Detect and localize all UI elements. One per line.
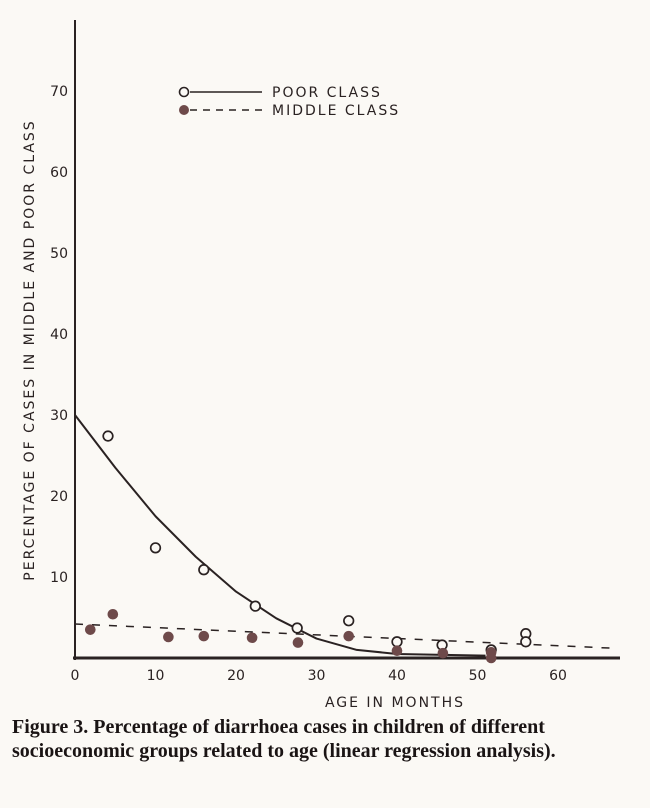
legend-middle-label: MIDDLE CLASS bbox=[272, 103, 400, 119]
x-tick-label: 20 bbox=[227, 668, 245, 684]
caption-label: Figure 3. bbox=[12, 716, 89, 738]
middle-class-point bbox=[84, 624, 96, 635]
x-axis-label: AGE IN MONTHS bbox=[325, 695, 465, 710]
y-tick-label: 70 bbox=[50, 84, 68, 100]
poor-class-point bbox=[102, 430, 114, 442]
legend-middle-marker bbox=[179, 105, 189, 115]
middle-class-point bbox=[163, 631, 174, 643]
y-tick-label: 60 bbox=[50, 165, 68, 181]
caption-text: Percentage of diarrhoea cases in childre… bbox=[12, 716, 556, 762]
x-tick-label: 40 bbox=[388, 668, 406, 684]
legend-poor-marker bbox=[178, 86, 190, 98]
legend-poor-label: POOR CLASS bbox=[272, 85, 382, 101]
poor-class-point bbox=[520, 636, 532, 648]
y-tick-label: 40 bbox=[50, 327, 68, 343]
legend: POOR CLASS MIDDLE CLASS bbox=[178, 85, 400, 119]
x-tick-label: 60 bbox=[549, 668, 567, 684]
middle-class-point bbox=[485, 652, 497, 664]
middle-class-point bbox=[198, 630, 210, 642]
y-tick-label: 10 bbox=[50, 570, 68, 586]
y-tick-label: 30 bbox=[50, 408, 68, 424]
poor-class-fit-line bbox=[74, 414, 486, 657]
middle-class-point bbox=[437, 647, 449, 659]
x-tick-label: 10 bbox=[147, 668, 165, 684]
poor-class-point bbox=[198, 564, 210, 576]
middle-class-point bbox=[343, 630, 355, 642]
chart: 0 10 20 30 40 50 60 10 20 30 40 50 60 70 POOR CLASS M… bbox=[22, 20, 620, 710]
poor-class-point bbox=[391, 636, 403, 648]
middle-class-point bbox=[391, 645, 403, 657]
y-tick-label: 20 bbox=[50, 489, 68, 505]
x-tick-label: 50 bbox=[469, 668, 487, 684]
poor-class-point bbox=[343, 615, 355, 627]
middle-class-point bbox=[246, 632, 258, 644]
y-axis-label: PERCENTAGE OF CASES IN MIDDLE AND POOR C… bbox=[22, 119, 38, 580]
poor-class-point bbox=[149, 542, 162, 554]
x-tick-label: 30 bbox=[308, 668, 326, 684]
poor-class-point bbox=[249, 600, 261, 612]
poor-class-point bbox=[291, 622, 303, 634]
middle-class-point bbox=[292, 637, 304, 648]
x-tick-label: 0 bbox=[71, 668, 80, 684]
middle-class-point bbox=[107, 608, 119, 620]
y-tick-label: 50 bbox=[50, 246, 68, 262]
figure-caption: Figure 3. Percentage of diarrhoea cases … bbox=[12, 715, 642, 763]
